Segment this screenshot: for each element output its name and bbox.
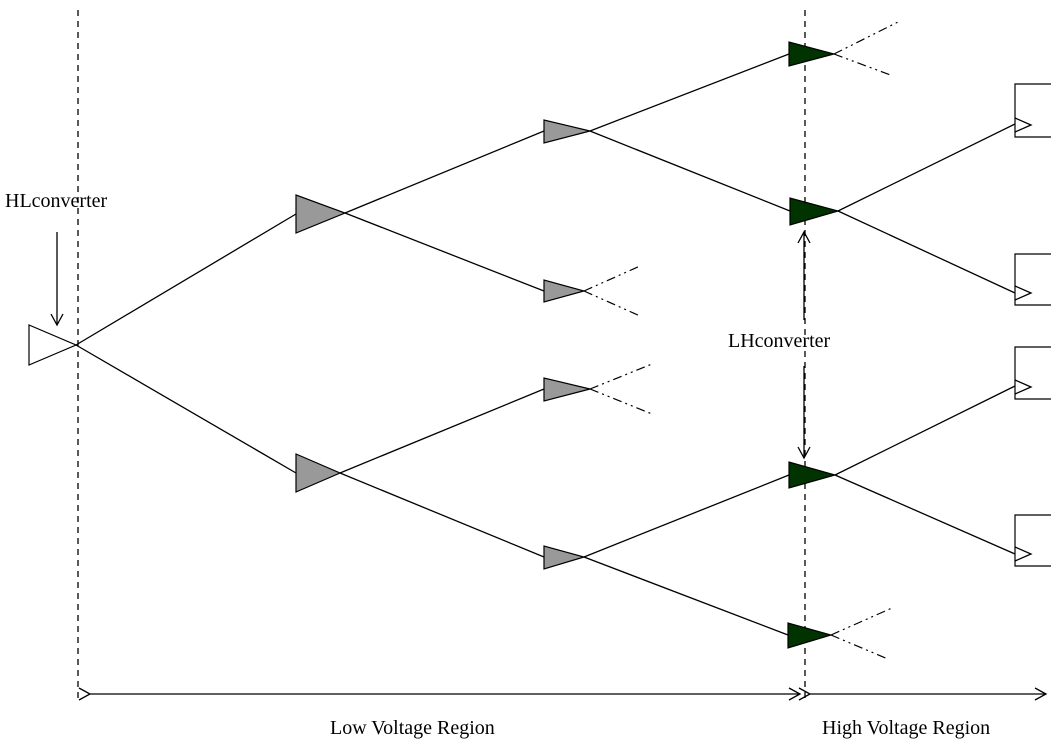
source-buffer: [28, 324, 78, 366]
wire: [583, 556, 789, 636]
flip-flop: [1014, 514, 1051, 567]
flip-flop: [1014, 253, 1051, 306]
lh-converter-label: LHconverter: [728, 330, 831, 352]
wire: [589, 130, 791, 212]
wire: [75, 344, 297, 474]
low-buffer: [543, 545, 587, 570]
flip-flop: [1014, 83, 1051, 138]
low-voltage-buffers: [295, 119, 591, 570]
high-buffer: [788, 41, 837, 67]
wire: [339, 472, 545, 558]
wire: [837, 123, 1016, 212]
branch-stub: [589, 388, 653, 415]
branch-stub: [830, 634, 889, 660]
wire: [589, 53, 790, 132]
wire: [583, 474, 790, 558]
wire: [837, 210, 1016, 294]
wire: [344, 212, 545, 292]
lh-converter-buffer: [788, 461, 838, 489]
high-buffer: [787, 622, 834, 649]
tree-wires: [75, 53, 1016, 636]
high-voltage-region-label: High Voltage Region: [822, 717, 990, 739]
wire: [344, 130, 545, 214]
wire: [834, 385, 1016, 476]
lh-converter-buffer: [789, 197, 841, 226]
low-buffer: [543, 377, 591, 402]
hl-converter-label: HLconverter: [5, 190, 108, 212]
branch-stub: [830, 607, 893, 636]
low-buffer: [543, 279, 587, 303]
sink-registers: [1014, 83, 1051, 567]
low-voltage-region-label: Low Voltage Region: [330, 717, 495, 739]
wire: [834, 474, 1016, 555]
branch-stub: [583, 265, 641, 292]
low-buffer: [295, 194, 347, 234]
wire: [339, 388, 545, 474]
wire: [75, 213, 297, 346]
high-voltage-buffers: [787, 41, 841, 649]
partial-branches: [583, 21, 899, 660]
low-buffer: [295, 453, 342, 493]
branch-stub: [583, 290, 641, 317]
branch-stub: [833, 21, 899, 55]
branch-stub: [833, 53, 894, 77]
branch-stub: [589, 363, 653, 390]
flip-flop: [1014, 346, 1051, 400]
low-buffer: [543, 119, 591, 144]
